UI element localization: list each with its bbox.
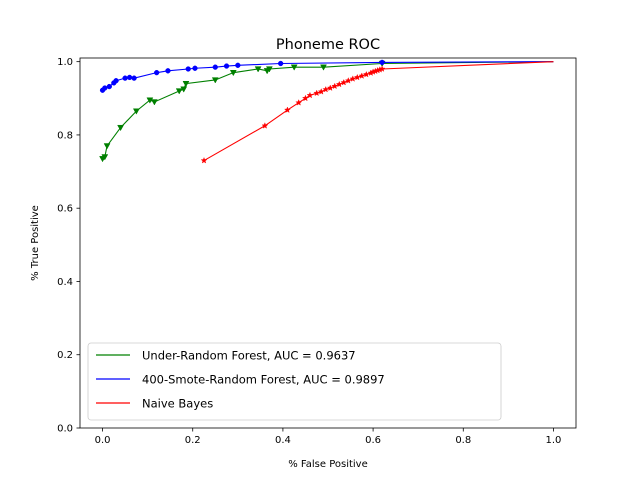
y-axis: 0.0 0.2 0.4 0.6 0.8 1.0 — [57, 57, 80, 435]
data-point — [362, 70, 370, 78]
data-point — [335, 80, 343, 88]
data-point — [235, 62, 241, 68]
data-point — [254, 66, 262, 73]
y-tick-label: 0.2 — [57, 350, 73, 361]
legend: Under-Random Forest, AUC = 0.9637 400-Smo… — [87, 342, 502, 421]
data-point — [165, 68, 171, 74]
data-point — [132, 108, 140, 115]
data-point — [117, 124, 125, 132]
data-point — [103, 143, 111, 150]
data-point — [211, 77, 219, 84]
data-point — [154, 70, 160, 76]
series-line — [102, 61, 554, 91]
data-point — [101, 154, 109, 161]
data-point — [320, 64, 327, 71]
data-point — [284, 106, 291, 113]
data-point — [353, 73, 361, 81]
data-point — [379, 59, 385, 66]
data-point — [358, 72, 366, 79]
series-line — [102, 61, 554, 160]
data-point — [317, 88, 325, 95]
data-point — [126, 74, 133, 81]
series — [99, 60, 554, 163]
data-point — [340, 78, 348, 86]
legend-box — [87, 342, 502, 421]
plot-area — [99, 59, 554, 164]
y-tick-label: 0.8 — [57, 130, 73, 141]
data-point — [180, 86, 188, 93]
legend-entry: 400-Smote-Random Forest, AUC = 0.9897 — [142, 373, 385, 387]
y-tick-label: 0.0 — [57, 424, 73, 435]
y-tick-label: 0.6 — [57, 204, 73, 215]
data-point — [223, 63, 230, 69]
legend-entry: Naive Bayes — [142, 397, 213, 411]
data-point — [313, 89, 321, 97]
data-point — [131, 75, 137, 81]
data-point — [378, 65, 386, 72]
x-axis: 0.0 0.2 0.4 0.6 0.8 1.0 — [95, 428, 562, 446]
data-point — [331, 82, 339, 90]
data-point — [265, 66, 273, 73]
data-point — [102, 85, 108, 91]
data-point — [185, 66, 191, 72]
data-point — [150, 99, 158, 106]
data-point — [212, 64, 218, 70]
x-tick-label: 0.2 — [185, 435, 201, 446]
y-tick-label: 0.4 — [57, 277, 73, 288]
data-point — [175, 88, 183, 95]
data-point — [344, 77, 352, 84]
data-point — [295, 99, 303, 106]
x-tick-label: 1.0 — [546, 435, 562, 446]
data-point — [302, 94, 309, 102]
data-point — [349, 75, 357, 82]
y-tick-label: 1.0 — [57, 57, 73, 68]
data-point — [200, 157, 208, 164]
series — [99, 59, 554, 93]
data-point — [182, 80, 190, 88]
data-point — [113, 78, 119, 84]
data-point — [192, 65, 198, 71]
data-point — [290, 64, 298, 71]
x-axis-label: % False Positive — [288, 459, 368, 470]
data-point — [146, 97, 154, 104]
legend-entry: Under-Random Forest, AUC = 0.9637 — [142, 349, 356, 363]
series — [200, 61, 554, 164]
data-point — [322, 85, 330, 93]
x-tick-label: 0.6 — [365, 435, 381, 446]
data-point — [229, 70, 237, 77]
series-line — [203, 61, 554, 162]
x-tick-label: 0.4 — [275, 435, 291, 446]
x-tick-label: 0.8 — [455, 435, 471, 446]
data-point — [278, 60, 284, 67]
chart-title: Phoneme ROC — [276, 37, 380, 53]
data-point — [261, 122, 269, 129]
x-tick-label: 0.0 — [95, 435, 111, 446]
data-point — [122, 75, 128, 81]
y-axis-label: % True Positive — [30, 205, 41, 281]
data-point — [326, 84, 334, 91]
data-point — [106, 83, 112, 90]
data-point — [306, 91, 314, 99]
plot-frame — [79, 57, 577, 429]
